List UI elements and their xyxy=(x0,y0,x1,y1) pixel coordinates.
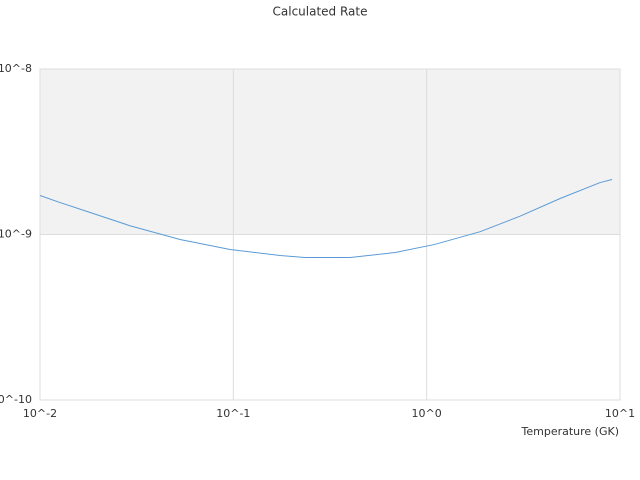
y-tick-label: 10^-10 xyxy=(0,393,32,406)
data-line xyxy=(39,178,613,259)
x-tick-label: 10^0 xyxy=(412,407,442,420)
x-axis-label: Temperature (GK) xyxy=(521,425,620,438)
plot-frame xyxy=(39,68,621,401)
y-tick-label: 10^-9 xyxy=(0,228,32,241)
x-tick-label: 10^-2 xyxy=(23,407,57,420)
grid-band xyxy=(40,69,620,235)
x-tick-label: 10^1 xyxy=(605,407,635,420)
x-tick-label: 10^-1 xyxy=(216,407,250,420)
chart-title: Calculated Rate xyxy=(273,5,368,19)
y-tick-label: 10^-8 xyxy=(0,62,32,75)
